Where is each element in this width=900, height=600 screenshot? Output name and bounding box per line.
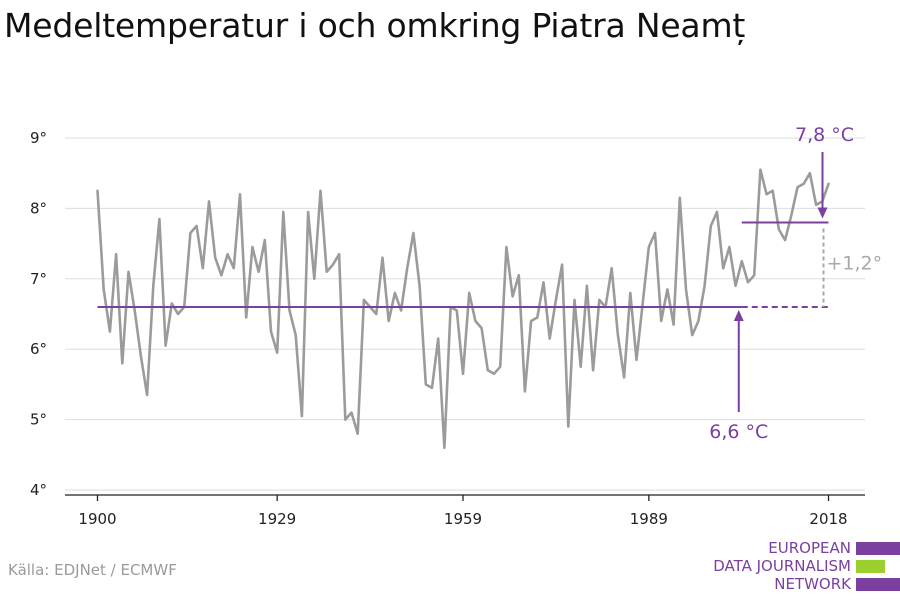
- baseline-label: 6,6 °C: [709, 421, 768, 443]
- recent-mean-label: 7,8 °C: [795, 124, 854, 146]
- y-tick-label: 5°: [30, 411, 47, 429]
- baseline-arrow-head: [733, 309, 744, 321]
- annotations: +1,2° 6,6 °C 7,8 °C: [97, 124, 883, 443]
- temperature-line: [96, 168, 830, 450]
- difference-label: +1,2°: [827, 253, 883, 275]
- y-tick-label: 6°: [30, 340, 47, 358]
- logo-bar-bottom: [856, 578, 900, 591]
- logo-line-2: DATA JOURNALISM: [713, 557, 851, 575]
- logo-line-3: NETWORK: [774, 575, 851, 593]
- x-axis: 1900 1929 1959 1989 2018: [65, 494, 865, 528]
- x-tick-label: 1959: [444, 510, 482, 528]
- logo-line-1: EUROPEAN: [768, 539, 851, 557]
- source-note: Källa: EDJNet / ECMWF: [8, 561, 177, 579]
- x-tick-label: 2018: [809, 510, 847, 528]
- y-tick-label: 7°: [30, 270, 47, 288]
- chart-title: Medeltemperatur i och omkring Piatra Nea…: [4, 6, 746, 45]
- series-group: [96, 168, 830, 450]
- y-tick-label: 9°: [30, 129, 47, 147]
- logo-bar-top: [856, 542, 900, 555]
- x-tick-label: 1929: [258, 510, 296, 528]
- y-axis: 4° 5° 6° 7° 8° 9°: [30, 129, 47, 499]
- recent-mean-arrow-head: [817, 207, 828, 219]
- x-tick-label: 1900: [78, 510, 116, 528]
- edjnet-logo: EUROPEAN DATA JOURNALISM NETWORK: [700, 539, 900, 595]
- y-tick-label: 4°: [30, 481, 47, 499]
- x-tick-label: 1989: [630, 510, 668, 528]
- logo-bar-middle: [856, 560, 885, 573]
- y-tick-label: 8°: [30, 199, 47, 217]
